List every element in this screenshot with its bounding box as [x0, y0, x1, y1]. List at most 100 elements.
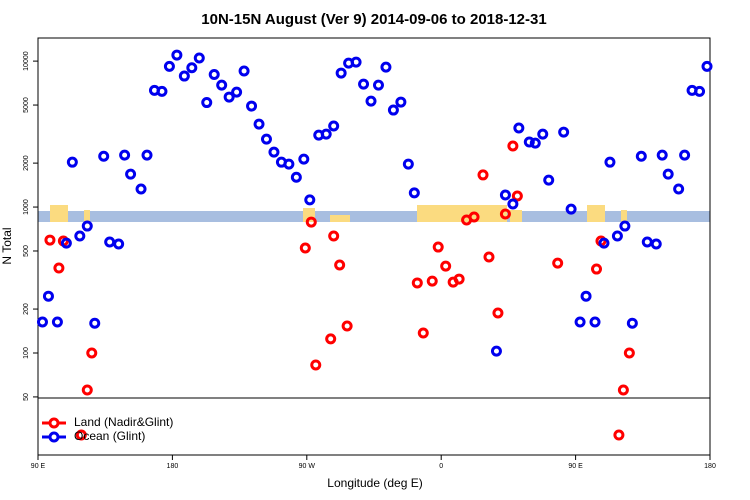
- point: [53, 262, 65, 274]
- point: [613, 429, 625, 441]
- point: [694, 85, 706, 97]
- point: [74, 230, 86, 242]
- x-tick-label: 90 W: [299, 463, 316, 470]
- point: [372, 79, 384, 91]
- x-tick-label: 90 E: [31, 463, 46, 470]
- point: [492, 307, 504, 319]
- point: [619, 220, 631, 232]
- point: [156, 85, 168, 97]
- point: [574, 316, 586, 328]
- point: [395, 96, 407, 108]
- point: [231, 86, 243, 98]
- point: [673, 183, 685, 195]
- land-strip: [621, 210, 627, 222]
- point: [171, 49, 183, 61]
- point: [135, 183, 147, 195]
- point: [86, 347, 98, 359]
- y-axis-label: N Total: [0, 227, 14, 264]
- point: [408, 187, 420, 199]
- y-tick-label: 2000: [23, 155, 30, 171]
- point: [617, 384, 629, 396]
- point: [490, 345, 502, 357]
- point: [402, 158, 414, 170]
- legend-label: Ocean (Glint): [74, 429, 145, 443]
- point: [623, 347, 635, 359]
- point: [178, 70, 190, 82]
- point: [453, 273, 465, 285]
- point: [662, 168, 674, 180]
- point: [89, 317, 101, 329]
- point: [611, 230, 623, 242]
- point: [483, 251, 495, 263]
- point: [299, 242, 311, 254]
- point: [216, 79, 228, 91]
- point: [650, 238, 662, 250]
- point: [341, 320, 353, 332]
- point: [604, 156, 616, 168]
- point: [701, 60, 713, 72]
- point: [432, 241, 444, 253]
- y-tick-label: 10000: [23, 51, 30, 71]
- legend-marker: [48, 417, 60, 429]
- point: [141, 149, 153, 161]
- point: [238, 65, 250, 77]
- point: [75, 429, 87, 441]
- point: [380, 61, 392, 73]
- x-tick-label: 180: [167, 463, 179, 470]
- point: [328, 120, 340, 132]
- point: [591, 263, 603, 275]
- point: [193, 52, 205, 64]
- point: [125, 168, 137, 180]
- point: [558, 126, 570, 138]
- point: [656, 149, 668, 161]
- point: [60, 237, 72, 249]
- point: [350, 56, 362, 68]
- point: [507, 198, 519, 210]
- point: [411, 277, 423, 289]
- point: [36, 316, 48, 328]
- chart-title: 10N-15N August (Ver 9) 2014-09-06 to 201…: [201, 11, 546, 28]
- point: [641, 236, 653, 248]
- point: [320, 128, 332, 140]
- point: [186, 62, 198, 74]
- point: [298, 153, 310, 165]
- x-tick-label: 180: [704, 463, 716, 470]
- point: [417, 327, 429, 339]
- point: [334, 259, 346, 271]
- point: [511, 190, 523, 202]
- point: [468, 211, 480, 223]
- point: [365, 95, 377, 107]
- point: [358, 78, 370, 90]
- plot-frame: [37, 37, 711, 456]
- point: [507, 140, 519, 152]
- point: [98, 150, 110, 162]
- land-strip: [50, 205, 68, 222]
- y-tick-label: 200: [23, 303, 30, 315]
- legend-marker: [48, 431, 60, 443]
- point: [44, 234, 56, 246]
- point: [104, 236, 116, 248]
- point: [283, 158, 295, 170]
- point: [499, 189, 511, 201]
- y-tick-label: 500: [23, 245, 30, 257]
- point: [679, 149, 691, 161]
- point: [580, 290, 592, 302]
- point: [268, 146, 280, 158]
- x-tick-label: 0: [439, 463, 443, 470]
- point: [246, 100, 258, 112]
- point: [51, 316, 63, 328]
- legend-label: Land (Nadir&Glint): [74, 415, 173, 429]
- point: [513, 122, 525, 134]
- point: [325, 333, 337, 345]
- point: [223, 91, 235, 103]
- point: [66, 156, 78, 168]
- point: [537, 128, 549, 140]
- point: [304, 194, 316, 206]
- point: [387, 104, 399, 116]
- point: [113, 238, 125, 250]
- point: [543, 174, 555, 186]
- point: [335, 67, 347, 79]
- land-strip: [510, 210, 522, 222]
- land-strip: [417, 205, 507, 222]
- point: [328, 230, 340, 242]
